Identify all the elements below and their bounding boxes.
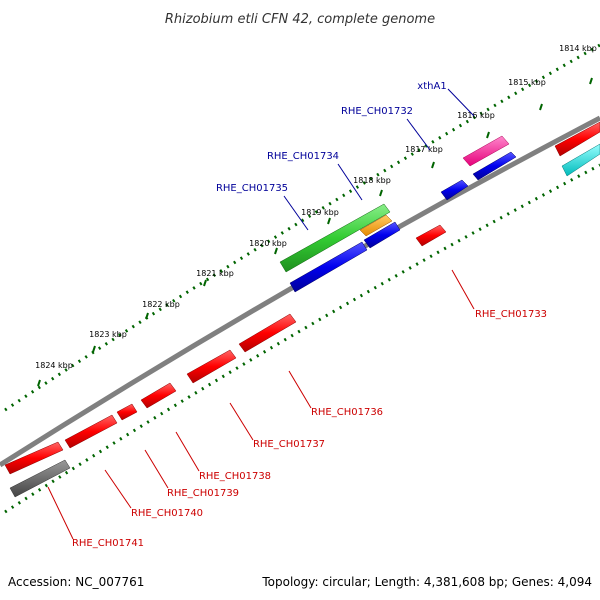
accession-text: Accession: NC_007761 xyxy=(8,575,144,589)
gene-cyan-right[interactable] xyxy=(561,143,600,177)
gene-red-right-1[interactable] xyxy=(554,121,600,157)
reverse-leader-lines xyxy=(47,269,475,540)
kbp-label-1816: 1816 kbp xyxy=(457,111,495,120)
gene-blue-small-1[interactable] xyxy=(440,179,469,201)
kbp-label-1822: 1822 kbp xyxy=(142,300,180,309)
label-RHE_CH01733[interactable]: RHE_CH01733 xyxy=(475,309,547,320)
gene-red-left[interactable] xyxy=(4,441,64,475)
forward-leader-lines xyxy=(283,88,475,231)
gene-RHE_CH01740[interactable] xyxy=(64,414,118,449)
gene-xthA1[interactable] xyxy=(462,135,510,167)
label-RHE_CH01734[interactable]: RHE_CH01734 xyxy=(267,151,339,162)
genome-backbone xyxy=(0,115,600,468)
gene-RHE_CH01733[interactable] xyxy=(415,224,447,247)
gene-RHE_CH01739[interactable] xyxy=(116,403,138,421)
gene-RHE_CH01734-orange[interactable] xyxy=(359,214,393,237)
reverse-genes xyxy=(4,224,447,498)
gene-RHE_CH01736[interactable] xyxy=(238,313,297,353)
label-RHE_CH01732[interactable]: RHE_CH01732 xyxy=(341,106,413,117)
label-RHE_CH01737[interactable]: RHE_CH01737 xyxy=(253,439,325,450)
kbp-label-1824: 1824 kbp xyxy=(35,361,73,370)
kbp-label-1814: 1814 kbp xyxy=(559,44,597,53)
kbp-label-1819: 1819 kbp xyxy=(301,208,339,217)
label-RHE_CH01740[interactable]: RHE_CH01740 xyxy=(131,508,203,519)
forward-genes xyxy=(279,121,600,293)
kbp-label-1821: 1821 kbp xyxy=(196,269,234,278)
kbp-label-1817: 1817 kbp xyxy=(405,145,443,154)
gene-RHE_CH01737[interactable] xyxy=(186,349,237,384)
label-RHE_CH01736[interactable]: RHE_CH01736 xyxy=(311,407,383,418)
inner-dotted-track xyxy=(4,163,600,514)
gene-blue-small-2[interactable] xyxy=(363,221,401,249)
gene-RHE_CH01734[interactable] xyxy=(279,203,391,273)
gene-RHE_CH01732[interactable] xyxy=(472,151,517,181)
gene-RHE_CH01741[interactable] xyxy=(9,459,71,498)
kbp-label-1818: 1818 kbp xyxy=(353,176,391,185)
label-xthA1[interactable]: xthA1 xyxy=(417,81,446,92)
gene-RHE_CH01735[interactable] xyxy=(289,241,368,293)
kbp-label-1823: 1823 kbp xyxy=(89,330,127,339)
label-RHE_CH01741[interactable]: RHE_CH01741 xyxy=(72,538,144,549)
label-RHE_CH01735[interactable]: RHE_CH01735 xyxy=(216,183,288,194)
outer-dotted-track xyxy=(4,43,600,412)
label-RHE_CH01738[interactable]: RHE_CH01738 xyxy=(199,471,271,482)
kbp-label-1820: 1820 kbp xyxy=(249,239,287,248)
label-RHE_CH01739[interactable]: RHE_CH01739 xyxy=(167,488,239,499)
kbp-tick-marks xyxy=(37,77,593,387)
kbp-label-1815: 1815 kbp xyxy=(508,78,546,87)
gene-RHE_CH01738[interactable] xyxy=(140,382,177,409)
genome-summary-text: Topology: circular; Length: 4,381,608 bp… xyxy=(261,575,592,589)
map-title: Rhizobium etli CFN 42, complete genome xyxy=(165,12,435,27)
